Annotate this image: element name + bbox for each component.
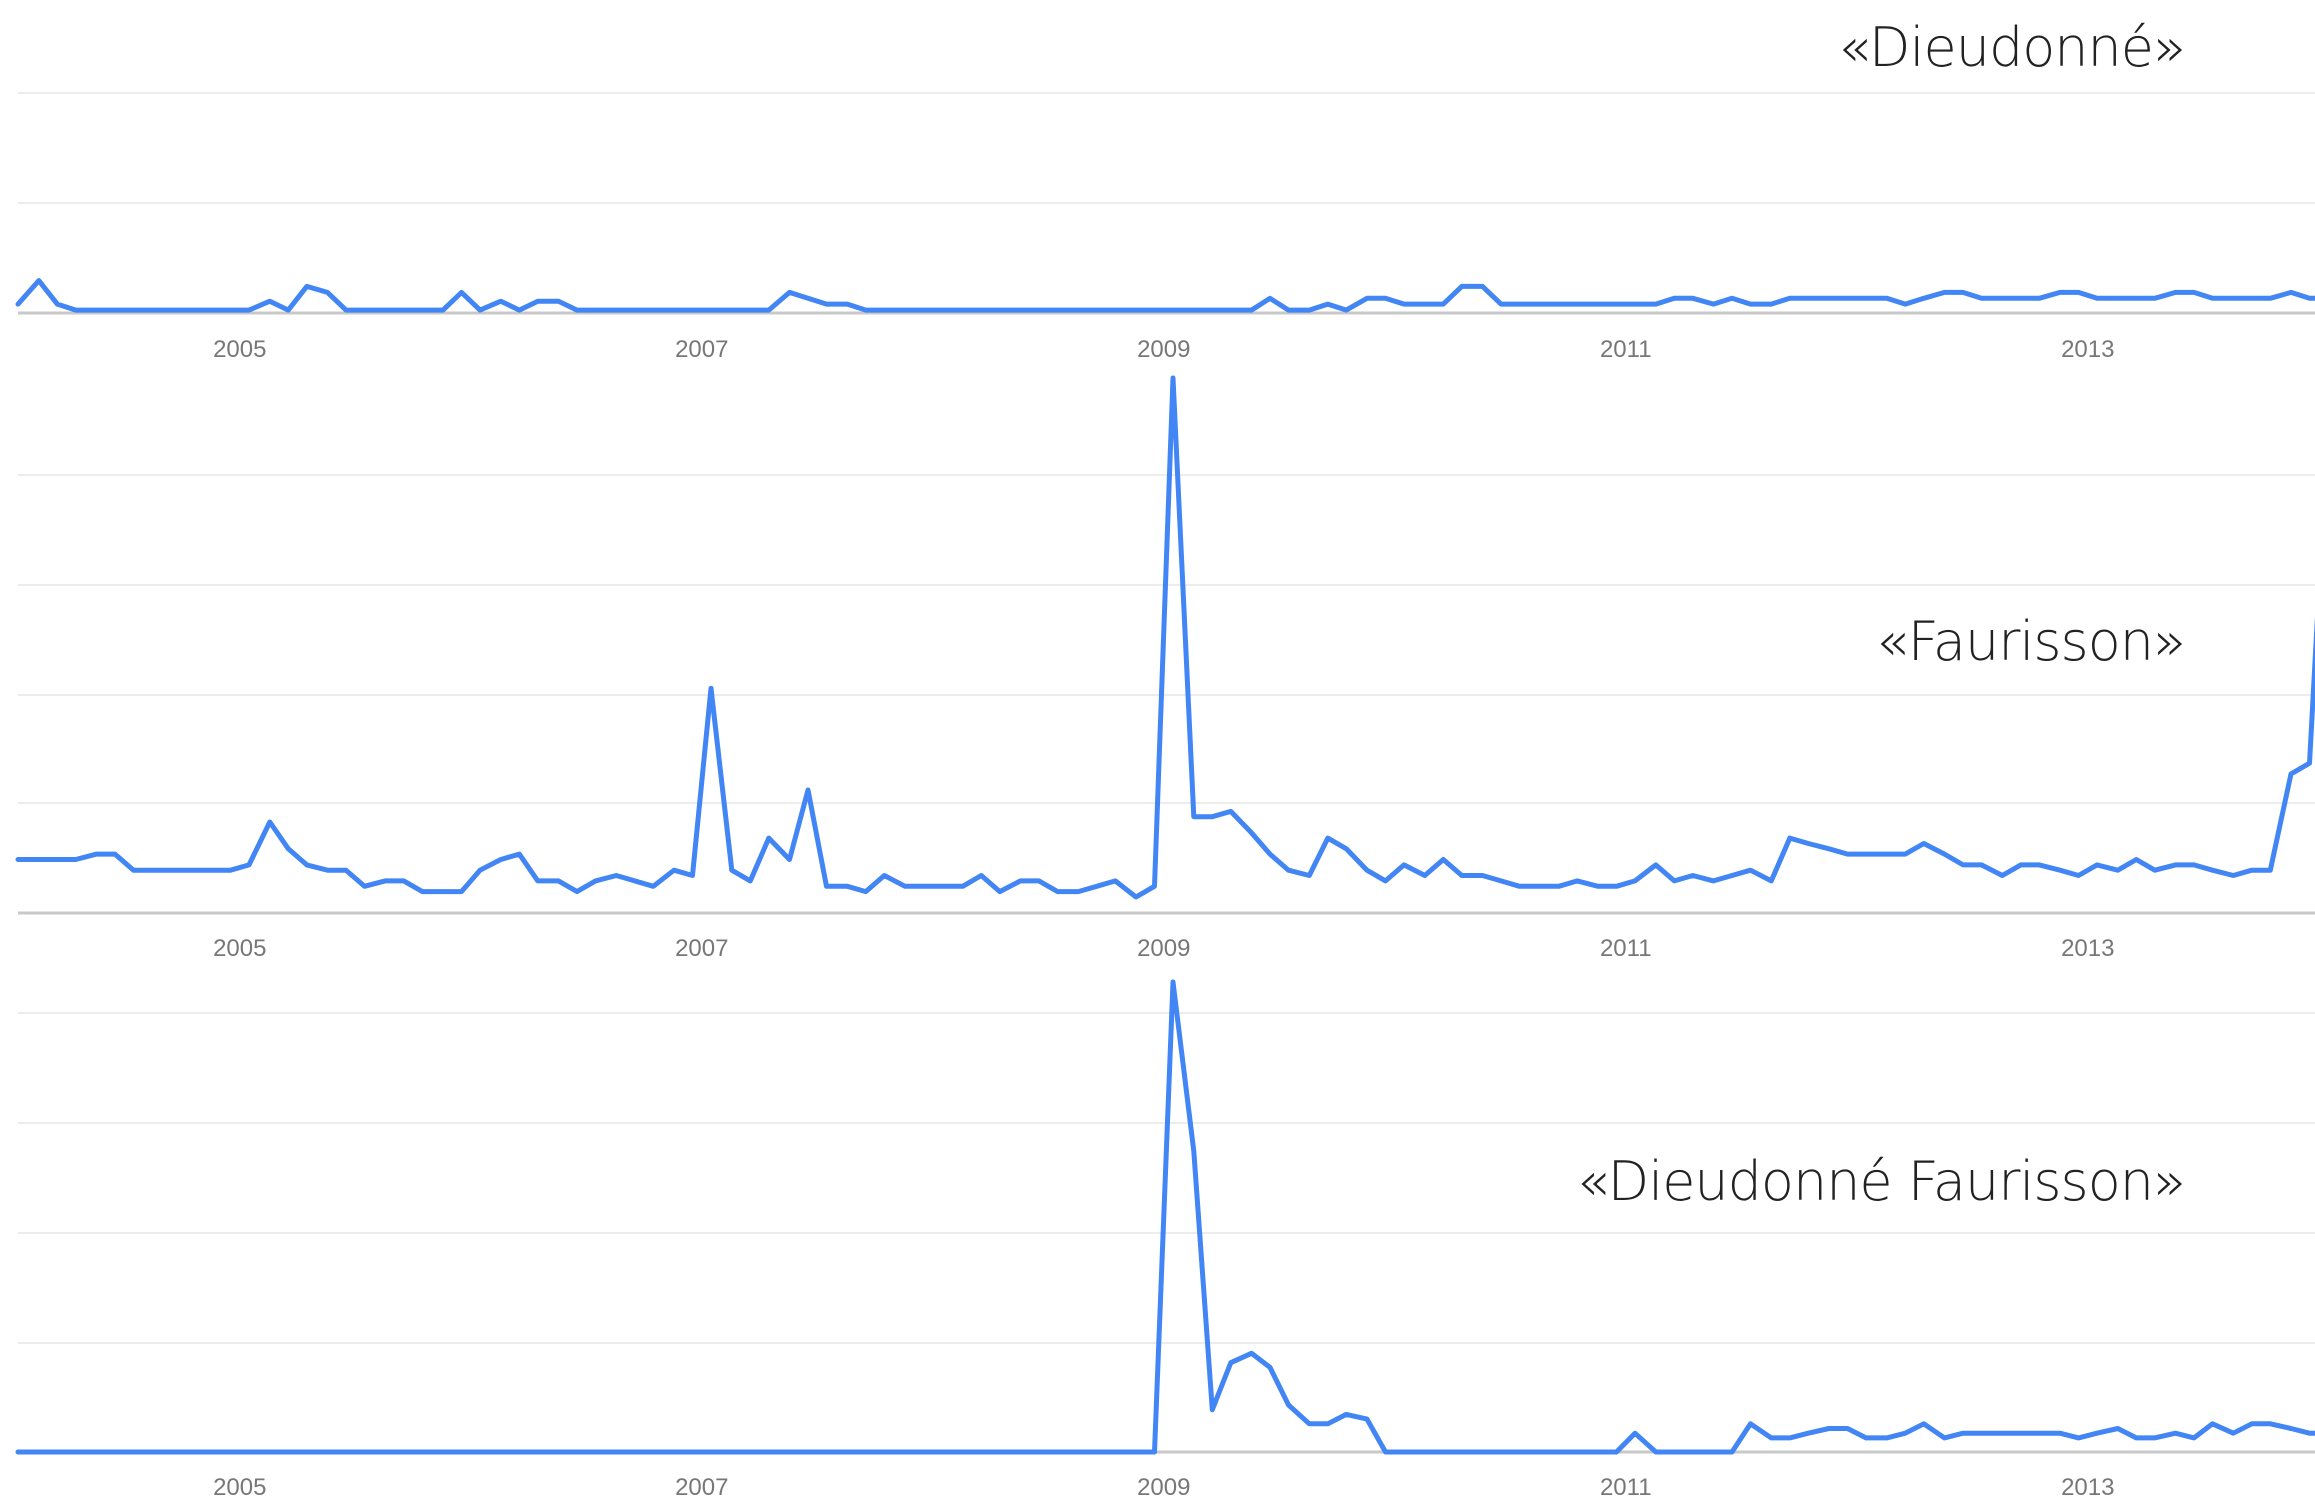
x-tick-label-2005: 2005 xyxy=(213,935,266,962)
chart-title-faurisson: «Faurisson» xyxy=(1876,610,2185,673)
chart-panel-faurisson: 2005 2007 2009 2011 2013 «Faurisson» xyxy=(15,375,2315,962)
x-tick-label-2009: 2009 xyxy=(1137,336,1190,363)
x-tick-label-2013: 2013 xyxy=(2061,336,2114,363)
series-line-dieudonne xyxy=(15,278,2315,313)
chart-title-dieudonne-faurisson: «Dieudonné Faurisson» xyxy=(1577,1150,2185,1213)
x-tick-label-2011: 2011 xyxy=(1600,1474,1652,1500)
x-tick-label-2011: 2011 xyxy=(1600,935,1652,962)
chart-panel-dieudonne: 2005 2007 2009 2011 2013 «Dieudonné» xyxy=(15,16,2315,363)
series-line-faurisson xyxy=(15,375,2315,900)
x-tick-label-2005: 2005 xyxy=(213,336,266,363)
chart-title-dieudonne: «Dieudonné» xyxy=(1838,16,2185,79)
x-tick-label-2013: 2013 xyxy=(2061,1474,2114,1500)
x-tick-label-2011: 2011 xyxy=(1600,336,1652,363)
chart-panel-dieudonne-faurisson: 2005 2007 2009 2011 2013 «Dieudonné Faurisson… xyxy=(15,979,2315,1500)
x-tick-label-2007: 2007 xyxy=(675,1474,728,1500)
x-tick-label-2007: 2007 xyxy=(675,935,728,962)
x-tick-label-2007: 2007 xyxy=(675,336,728,363)
x-tick-label-2005: 2005 xyxy=(213,1474,266,1500)
series-line-dieudonne-faurisson xyxy=(15,979,2315,1455)
x-tick-label-2009: 2009 xyxy=(1137,1474,1190,1500)
x-tick-label-2009: 2009 xyxy=(1137,935,1190,962)
x-tick-label-2013: 2013 xyxy=(2061,935,2114,962)
